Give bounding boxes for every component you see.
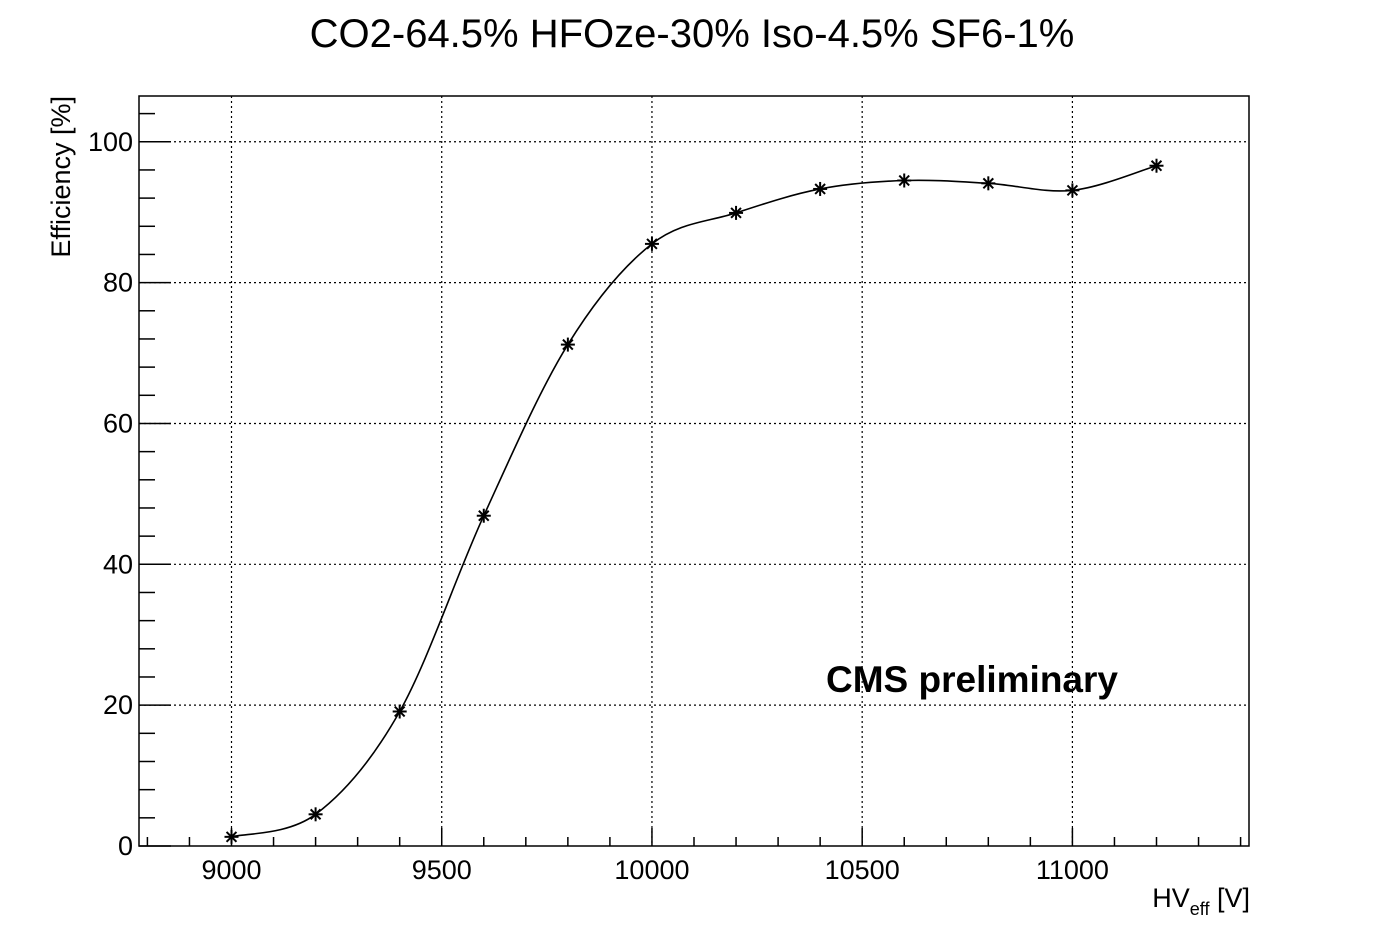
- marker-stroke: [982, 177, 994, 189]
- marker-stroke: [225, 831, 238, 843]
- data-point-marker: [981, 176, 996, 191]
- data-point-marker: [560, 337, 575, 352]
- y-tick-label: 100: [88, 127, 133, 157]
- data-point-marker: [392, 704, 407, 719]
- x-axis-label-main: HV: [1152, 883, 1190, 913]
- efficiency-curve: [231, 164, 1157, 838]
- marker-stroke: [1150, 160, 1163, 172]
- marker-stroke: [562, 338, 574, 351]
- axis-layer: [138, 95, 1250, 847]
- cms-preliminary-label: CMS preliminary: [826, 659, 1118, 700]
- x-axis-label: HVeff [V]: [1152, 883, 1250, 919]
- data-point-marker: [476, 508, 491, 523]
- curve-layer: [231, 164, 1157, 838]
- y-tick-label: 0: [118, 831, 133, 861]
- data-point-marker: [224, 829, 239, 844]
- data-point-marker: [813, 181, 828, 196]
- x-tick-label: 9500: [412, 855, 472, 885]
- x-tick-label: 10500: [825, 855, 900, 885]
- marker-stroke: [730, 207, 742, 219]
- data-point-marker: [308, 807, 323, 822]
- data-point-marker: [1149, 158, 1164, 173]
- marker-stroke: [814, 183, 826, 195]
- tick-labels: 9000 9500 10000 10500 11000 0 20 40 60 80 100: [88, 127, 1109, 885]
- y-tick-label: 60: [103, 408, 133, 438]
- y-tick-label: 40: [103, 549, 133, 579]
- x-axis-label-unit: [V]: [1209, 883, 1250, 913]
- marker-stroke: [646, 238, 658, 250]
- plot-frame: [138, 95, 1250, 847]
- x-tick-label: 9000: [201, 855, 261, 885]
- chart-title: CO2-64.5% HFOze-30% Iso-4.5% SF6-1%: [310, 12, 1075, 56]
- grid-layer: [139, 96, 1249, 846]
- marker-stroke: [898, 174, 910, 187]
- data-point-marker: [644, 236, 659, 251]
- marker-stroke: [478, 510, 490, 522]
- y-tick-label: 80: [103, 268, 133, 298]
- marker-stroke: [1066, 184, 1079, 197]
- y-axis-label: Efficiency [%]: [46, 96, 76, 258]
- marker-stroke: [394, 705, 406, 718]
- y-tick-label: 20: [103, 690, 133, 720]
- data-point-marker: [897, 173, 912, 188]
- data-point-marker: [1065, 183, 1080, 198]
- x-tick-label: 11000: [1036, 855, 1109, 885]
- marker-stroke: [309, 808, 322, 820]
- x-tick-label: 10000: [614, 855, 689, 885]
- x-axis-label-subscript: eff: [1190, 899, 1211, 919]
- data-point-marker: [729, 205, 744, 220]
- data-markers: [224, 158, 1164, 844]
